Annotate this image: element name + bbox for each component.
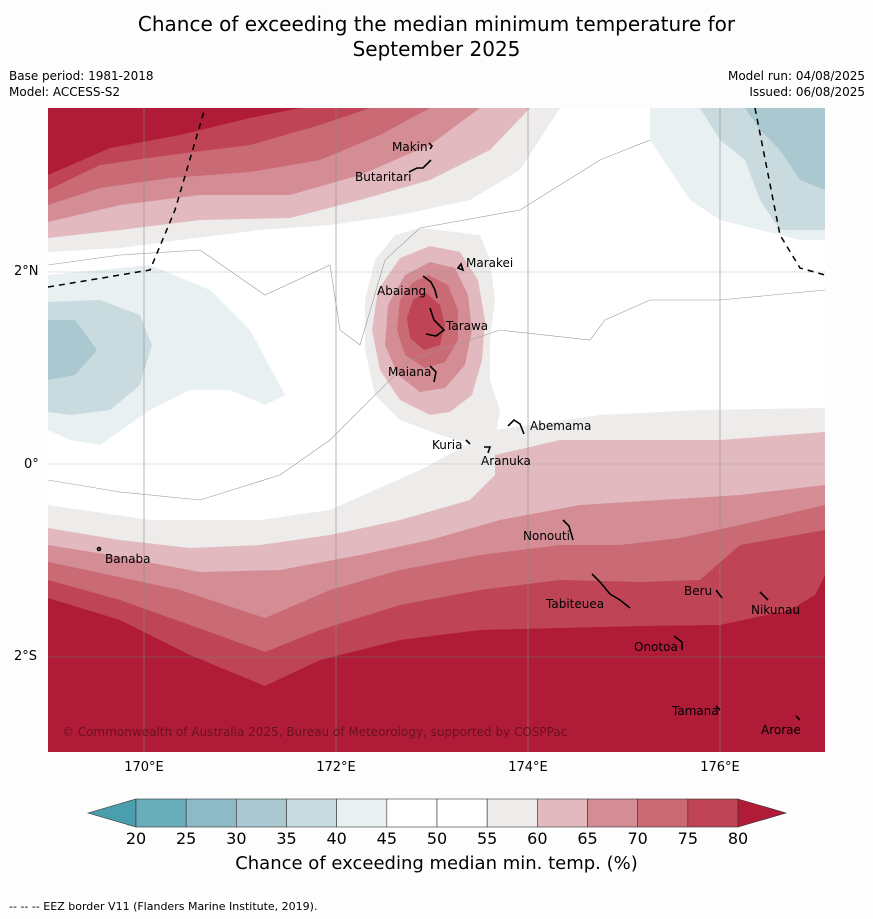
island-arorae xyxy=(795,715,801,721)
islands xyxy=(96,142,801,721)
label-aranuka: Aranuka xyxy=(481,454,531,468)
colorbar-box xyxy=(286,798,337,828)
meta-left: Base period: 1981-2018 Model: ACCESS-S2 xyxy=(9,68,154,100)
lat-label-0: 0° xyxy=(24,457,39,472)
title-line-2: September 2025 xyxy=(352,37,521,61)
colorbar-box xyxy=(637,798,689,828)
model-name: Model: ACCESS-S2 xyxy=(9,85,121,99)
island-aranuka xyxy=(484,446,492,454)
contour-east-30 xyxy=(745,108,825,190)
colorbar-box xyxy=(386,798,438,828)
label-tabiteuea: Tabiteuea xyxy=(545,597,604,611)
island-onotoa xyxy=(673,635,683,650)
lon-label-174e: 174°E xyxy=(508,760,548,775)
island-maiana xyxy=(429,365,437,383)
label-nonouti: Nonouti xyxy=(523,529,570,543)
label-beru: Beru xyxy=(684,584,712,598)
lat-label-2n: 2°N xyxy=(14,264,39,279)
colorbar-label: Chance of exceeding median min. temp. (%… xyxy=(235,853,638,874)
copyright-notice: © Commonwealth of Australia 2025, Bureau… xyxy=(62,725,567,739)
island-butaritari xyxy=(408,159,432,173)
label-butaritari: Butaritari xyxy=(355,170,412,184)
island-tabiteuea xyxy=(591,573,631,609)
label-banaba: Banaba xyxy=(105,552,151,566)
colorbar-tick-label: 55 xyxy=(476,829,498,848)
meta-right: Model run: 04/08/2025 Issued: 06/08/2025 xyxy=(728,68,865,100)
label-nikunau: Nikunau xyxy=(751,603,800,617)
colorbar-box xyxy=(185,798,237,828)
island-marakei xyxy=(456,262,465,272)
island-nikunau xyxy=(759,591,769,601)
label-abaiang: Abaiang xyxy=(377,284,426,298)
island-banaba xyxy=(96,546,102,552)
colorbar-box xyxy=(336,798,388,828)
colorbar-box xyxy=(587,798,638,828)
eez-footnote: -- -- -- EEZ border V11 (Flanders Marine… xyxy=(9,900,318,913)
label-abemama: Abemama xyxy=(530,419,591,433)
colorbar-box xyxy=(135,798,187,828)
eez-border-west xyxy=(48,108,206,288)
lon-label-170e: 170°E xyxy=(124,760,164,775)
issued-date: Issued: 06/08/2025 xyxy=(749,85,865,99)
lon-label-172e: 172°E xyxy=(316,760,356,775)
label-tamana: Tamana xyxy=(671,704,719,718)
label-tarawa: Tarawa xyxy=(445,319,488,333)
island-makin xyxy=(428,142,434,150)
island-tarawa xyxy=(425,307,446,337)
lat-label-2s: 2°S xyxy=(14,649,38,664)
lon-label-176e: 176°E xyxy=(700,760,740,775)
contour-line-50-north xyxy=(48,139,651,346)
colorbar-tick-label: 25 xyxy=(175,829,197,848)
contour-line-50-south xyxy=(48,289,825,501)
model-run: Model run: 04/08/2025 xyxy=(727,69,865,83)
colorbar-box xyxy=(687,798,739,828)
island-nonouti xyxy=(562,519,574,541)
colorbar-box xyxy=(486,798,538,828)
colorbar-tick-label: 45 xyxy=(376,829,397,848)
island-beru xyxy=(715,589,723,599)
colorbar-tick-label: 75 xyxy=(677,829,698,848)
island-abemama xyxy=(507,418,525,435)
map-area: Makin Butaritari Marakei Abaiang Tarawa … xyxy=(48,108,825,752)
colorbar-high-arrow xyxy=(737,798,788,828)
colorbar-box xyxy=(436,798,488,828)
contour-ne-80 xyxy=(48,108,300,175)
colorbar-tick-label: 70 xyxy=(627,829,648,848)
graticule xyxy=(48,108,825,752)
colorbar-low-arrow xyxy=(86,798,137,828)
label-arorae: Arorae xyxy=(761,723,801,737)
eez-border-east xyxy=(754,108,825,276)
colorbar-box xyxy=(537,798,588,828)
chart-title: Chance of exceeding the median minimum t… xyxy=(0,12,873,62)
colorbar-tick-label: 80 xyxy=(727,829,749,848)
label-maiana: Maiana xyxy=(388,365,431,379)
title-line-1: Chance of exceeding the median minimum t… xyxy=(137,12,736,36)
colorbar-tick-label: 30 xyxy=(226,829,247,848)
island-abaiang xyxy=(422,275,438,299)
island-kuria xyxy=(465,439,471,445)
contour-west-30 xyxy=(48,320,97,380)
colorbar-tick-label: 20 xyxy=(125,829,147,848)
colorbar-boxes xyxy=(135,798,739,828)
island-tamana xyxy=(715,705,721,711)
colorbar-tick-label: 60 xyxy=(527,829,548,848)
label-marakei: Marakei xyxy=(466,256,513,270)
colorbar xyxy=(86,798,788,828)
colorbar-tick-label: 50 xyxy=(426,829,448,848)
colorbar-tick-label: 65 xyxy=(577,829,598,848)
colorbar-box xyxy=(236,798,287,828)
colorbar-tick-label: 40 xyxy=(326,829,347,848)
label-makin: Makin xyxy=(392,140,428,154)
colorbar-tick-label: 35 xyxy=(276,829,297,848)
contour-south-80 xyxy=(48,575,825,752)
label-kuria: Kuria xyxy=(432,438,463,452)
label-onotoa: Onotoa xyxy=(634,640,678,654)
place-labels: Makin Butaritari Marakei Abaiang Tarawa … xyxy=(105,140,801,737)
base-period: Base period: 1981-2018 xyxy=(9,69,154,83)
